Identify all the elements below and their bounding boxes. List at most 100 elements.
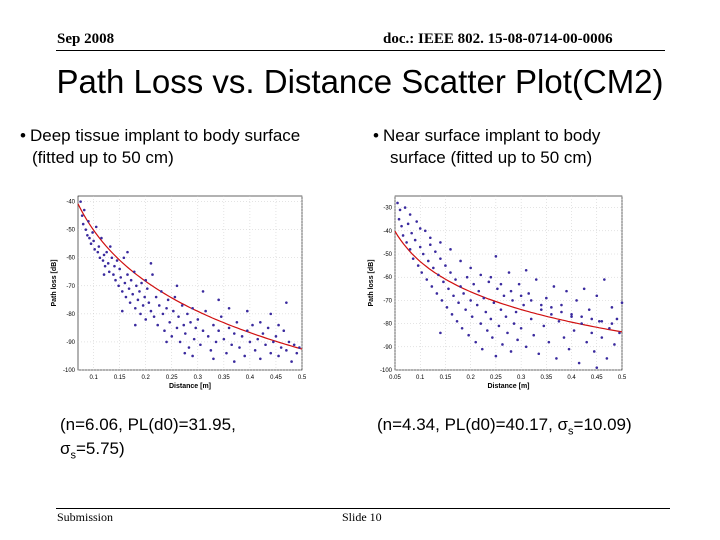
data-point (462, 292, 465, 295)
data-point (219, 315, 223, 318)
data-point (557, 319, 561, 323)
data-point (204, 309, 207, 313)
data-point (457, 301, 460, 305)
data-point (487, 280, 491, 284)
data-point (243, 354, 246, 358)
data-point (88, 236, 91, 240)
data-point (600, 319, 604, 323)
data-point (238, 346, 241, 349)
data-point (123, 281, 127, 285)
data-point (572, 329, 576, 332)
data-point (479, 322, 483, 325)
data-point (105, 250, 108, 254)
data-point (467, 333, 470, 337)
data-point (486, 329, 489, 332)
y-tick-label: -40 (383, 229, 392, 235)
data-point (590, 317, 594, 321)
fit-curve (77, 203, 303, 350)
data-point (180, 304, 184, 307)
data-point (196, 318, 200, 321)
sigma-subscript: s (568, 425, 574, 438)
data-point (534, 278, 538, 281)
data-point (177, 315, 180, 318)
data-point (141, 304, 145, 307)
data-point (192, 337, 196, 341)
data-point (449, 271, 452, 274)
data-point (134, 323, 137, 327)
data-point (152, 315, 156, 318)
data-point (401, 234, 405, 237)
data-point (232, 360, 236, 363)
data-point (527, 292, 530, 295)
data-point (112, 273, 115, 276)
data-point (253, 349, 257, 352)
data-point (502, 294, 506, 298)
data-point (201, 329, 205, 333)
data-point (430, 285, 434, 288)
data-point (432, 266, 435, 270)
data-point (480, 347, 484, 351)
data-point (592, 350, 596, 353)
y-tick-label: -30 (383, 206, 392, 212)
data-point (620, 301, 624, 305)
data-point (102, 273, 106, 276)
data-point (472, 282, 475, 286)
data-point (261, 332, 265, 335)
data-point (82, 208, 86, 212)
data-point (491, 336, 494, 339)
data-point (212, 323, 215, 327)
data-point (524, 345, 528, 349)
x-tick-label: 0.5 (298, 375, 307, 381)
data-point (292, 343, 296, 347)
data-point (598, 319, 601, 323)
data-point (529, 317, 533, 321)
x-tick-label: 0.3 (194, 375, 203, 381)
data-point (126, 273, 129, 276)
data-point (175, 284, 179, 288)
data-point (499, 308, 503, 311)
data-point (570, 313, 573, 316)
data-point (212, 357, 215, 361)
data-point (474, 340, 478, 344)
data-point (459, 285, 462, 288)
data-point (107, 270, 111, 274)
scatter-plot-near-surface: 0.05 0.1 0.15 0.2 0.25 0.3 0.35 0.4 0.45 0.5 -30 -4… (368, 195, 627, 390)
data-point (113, 264, 116, 268)
x-tick-label: 0.2 (142, 375, 151, 381)
data-point (122, 256, 126, 260)
data-point (149, 309, 153, 313)
data-point (440, 299, 444, 302)
stats-near-surface-main: (n=4.34, PL(d0)=40.17, σ (377, 415, 569, 434)
x-tick-label: 0.15 (114, 375, 126, 381)
data-point (81, 222, 85, 226)
data-point (256, 337, 260, 341)
data-point (396, 201, 399, 205)
data-point (282, 329, 286, 333)
data-point (128, 301, 132, 304)
sigma-symbol: σ (60, 439, 71, 458)
data-point (482, 296, 486, 300)
data-point (151, 273, 154, 276)
fit-curve (394, 230, 623, 333)
footer-submission: Submission (57, 510, 114, 524)
data-point (217, 298, 220, 302)
data-point (610, 306, 614, 309)
data-point (477, 289, 481, 293)
x-tick-label: 0.4 (246, 375, 255, 381)
data-point (191, 354, 194, 358)
data-point (555, 357, 558, 360)
x-tick-label: 0.35 (218, 375, 230, 381)
data-point (610, 322, 614, 325)
data-point (429, 236, 432, 240)
data-point (264, 343, 267, 347)
axes: 0.05 0.1 0.15 0.2 0.25 0.3 0.35 0.4 0.45 0.5 -30 -4… (380, 196, 627, 381)
data-point (575, 299, 578, 302)
data-point (512, 322, 516, 325)
data-point (184, 332, 187, 335)
data-point (149, 262, 153, 265)
data-point (119, 276, 123, 279)
data-point (580, 322, 583, 325)
data-point (595, 366, 599, 369)
data-point (516, 338, 519, 342)
data-point (117, 284, 120, 288)
